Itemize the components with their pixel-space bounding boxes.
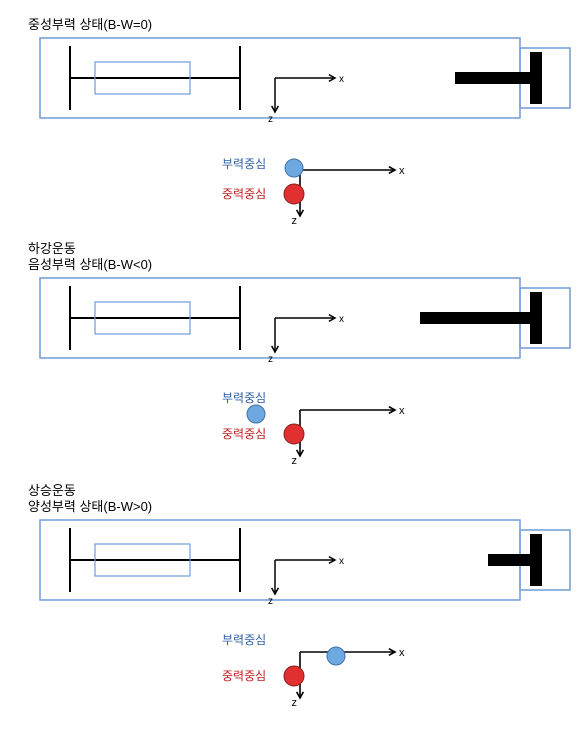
- gravity-label: 중력중심: [222, 187, 266, 201]
- buoyancy-label: 부력중심: [222, 157, 266, 171]
- title-neutral-l1: 중성부력 상태(B-W=0): [28, 14, 152, 33]
- axis-x-label: x: [339, 74, 344, 85]
- title-ascend-l2: 양성부력 상태(B-W>0): [28, 496, 152, 515]
- buoyancy-label: 부력중심: [222, 633, 266, 647]
- axis-z-label: z: [268, 354, 273, 365]
- buoyancy-center: [327, 647, 345, 665]
- gravity-label: 중력중심: [222, 669, 266, 683]
- axis-z-label: z: [268, 596, 273, 607]
- section-descend: x z x z 부력중심중력중심: [40, 278, 570, 467]
- axis-x-label: x: [339, 556, 344, 567]
- svg-text:z: z: [292, 215, 298, 227]
- gravity-center: [284, 666, 304, 686]
- svg-text:z: z: [292, 455, 298, 467]
- gravity-center: [284, 424, 304, 444]
- section-neutral: x z x z 부력중심중력중심: [40, 38, 570, 227]
- svg-text:x: x: [399, 165, 405, 177]
- svg-text:z: z: [292, 697, 298, 709]
- gravity-center: [284, 184, 304, 204]
- section-ascend: x z x z 부력중심중력중심: [40, 520, 570, 709]
- gravity-label: 중력중심: [222, 427, 266, 441]
- buoyancy-label: 부력중심: [222, 391, 266, 405]
- axis-x-label: x: [339, 314, 344, 325]
- diagram-canvas: xzxz부력중심중력중심xzxz부력중심중력중심xzxz부력중심중력중심: [0, 0, 588, 746]
- buoyancy-center: [285, 159, 303, 177]
- axis-z-label: z: [268, 114, 273, 125]
- title-descend-l2: 음성부력 상태(B-W<0): [28, 254, 152, 273]
- page: xzxz부력중심중력중심xzxz부력중심중력중심xzxz부력중심중력중심 중성부…: [0, 0, 588, 746]
- buoyancy-center: [247, 405, 265, 423]
- svg-text:x: x: [399, 647, 405, 659]
- svg-text:x: x: [399, 405, 405, 417]
